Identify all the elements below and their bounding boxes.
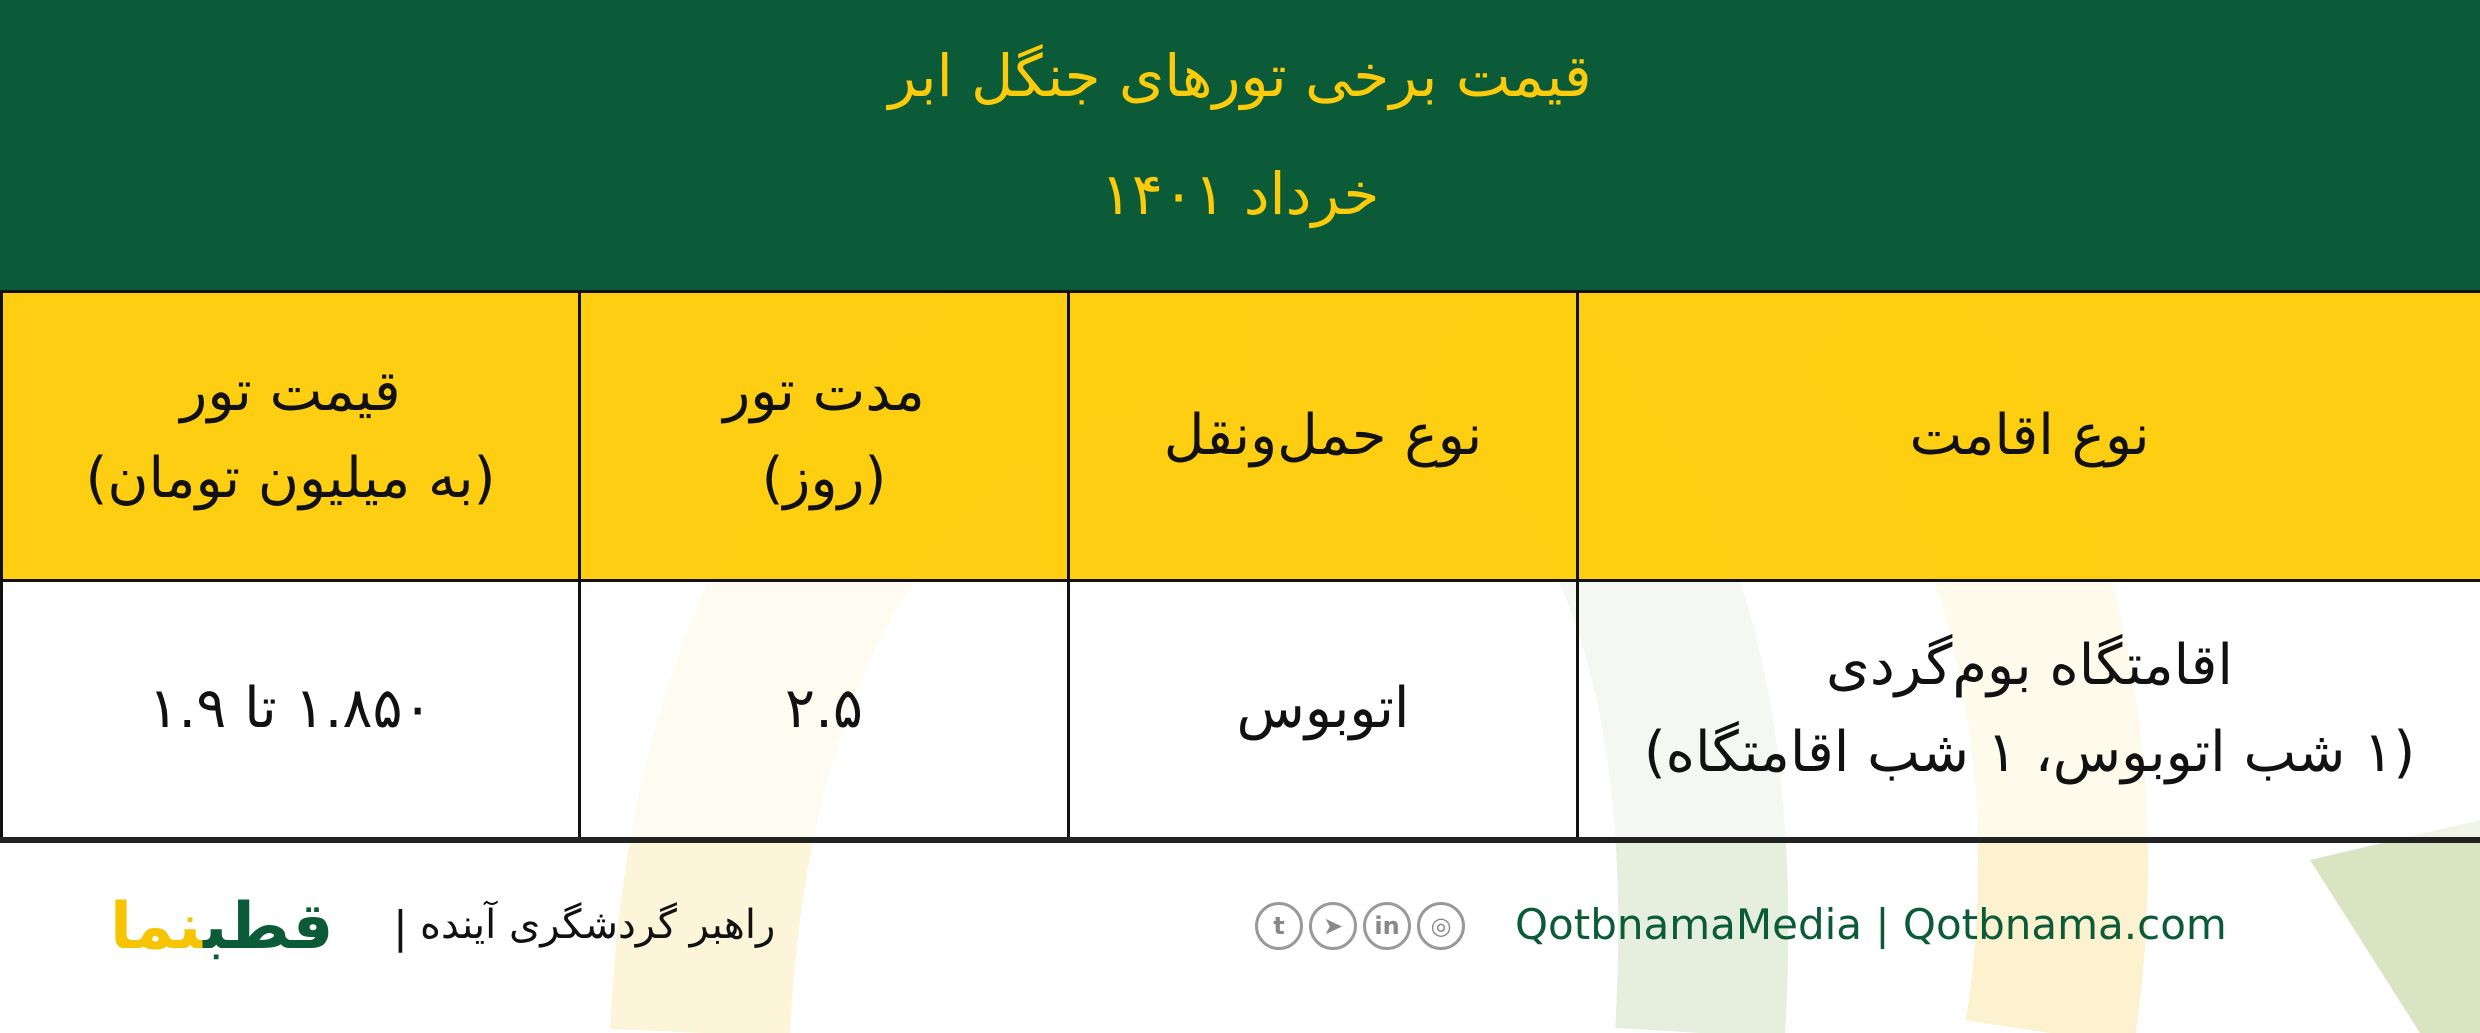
instagram-icon[interactable]: ◎ (1417, 902, 1465, 950)
header-duration: مدت تور (روز) (578, 290, 1070, 582)
header-accommodation: نوع اقامت (1576, 290, 2480, 582)
social-icons: t ➤ in ◎ (1255, 902, 1465, 950)
footer-slogan: راهبر گردشگری آینده (420, 902, 776, 948)
social-handle[interactable]: QotbnamaMedia | Qotbnama.com (1515, 900, 2227, 949)
cell-transport: اتوبوس (1067, 579, 1579, 842)
linkedin-icon[interactable]: in (1363, 902, 1411, 950)
header-transport: نوع حمل‌ونقل (1067, 290, 1579, 582)
footer: قطبنما | راهبر گردشگری آینده t ➤ in ◎ Qo… (0, 880, 2480, 980)
table-header-row: نوع اقامت نوع حمل‌ونقل مدت تور (روز) قیمت… (0, 290, 2480, 582)
footer-separator: | (393, 902, 408, 953)
cell-duration: ۲.۵ (578, 579, 1070, 842)
tour-price-table: نوع اقامت نوع حمل‌ونقل مدت تور (روز) قیمت… (0, 290, 2480, 843)
title-banner: قیمت برخی تورهای جنگل ابر خرداد ۱۴۰۱ (0, 0, 2480, 290)
cell-accommodation: اقامتگاه بوم‌گردی (۱ شب اتوبوس، ۱ شب اقام… (1576, 579, 2480, 842)
table-row: اقامتگاه بوم‌گردی (۱ شب اتوبوس، ۱ شب اقام… (0, 579, 2480, 842)
cell-price: ۱.۸۵۰ تا ۱.۹ (0, 579, 581, 842)
qotbnama-logo: قطبنما (110, 890, 334, 964)
telegram-icon[interactable]: ➤ (1309, 902, 1357, 950)
page-subtitle-date: خرداد ۱۴۰۱ (1100, 160, 1380, 228)
twitter-icon[interactable]: t (1255, 902, 1303, 950)
header-price: قیمت تور (به میلیون تومان) (0, 290, 581, 582)
page-title: قیمت برخی تورهای جنگل ابر (888, 42, 1592, 110)
